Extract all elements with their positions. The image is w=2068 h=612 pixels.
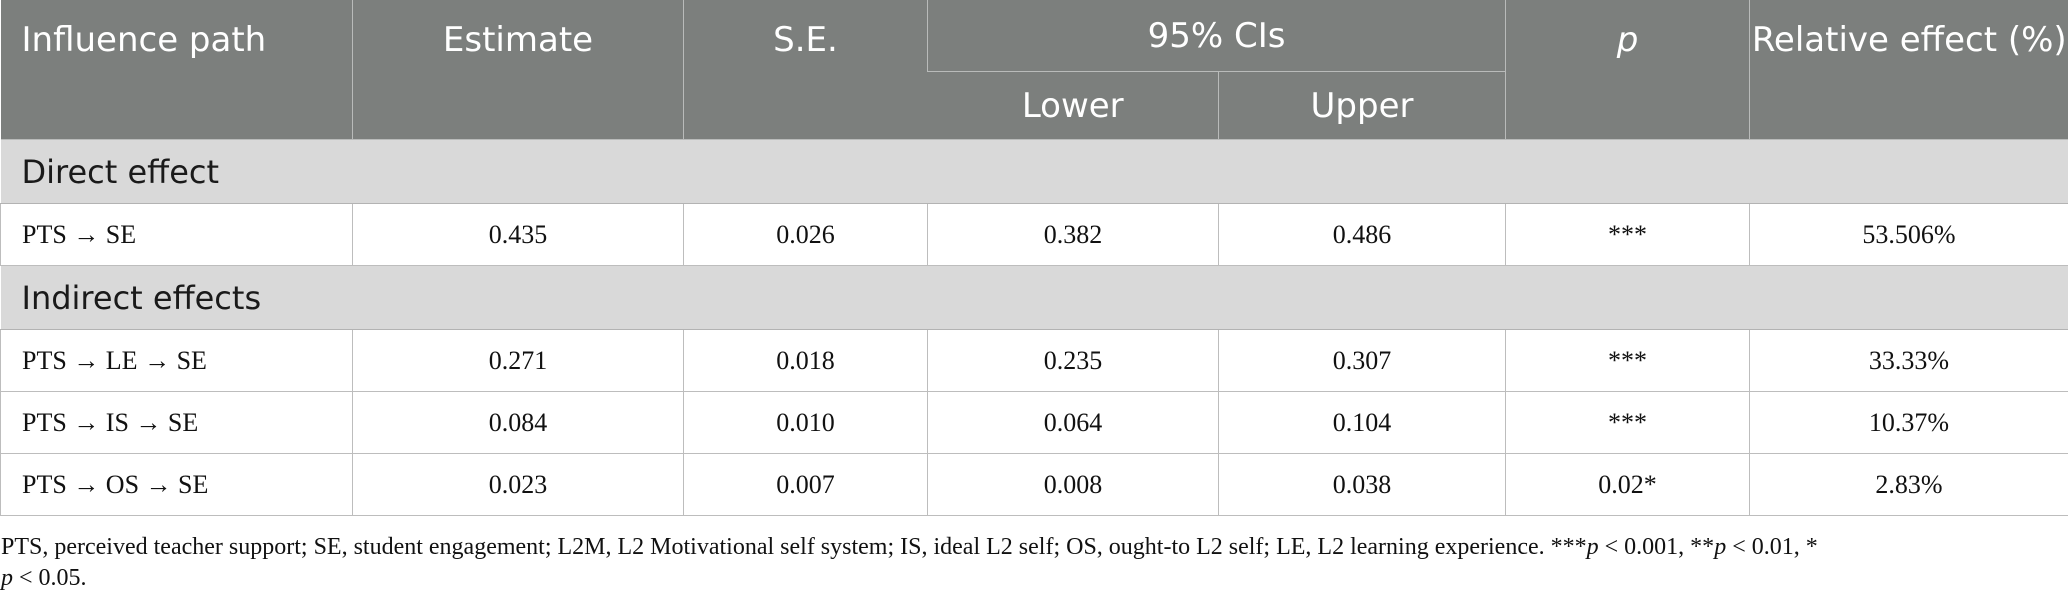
cell-lower: 0.235 — [927, 329, 1219, 392]
table-row: PTS → IS → SE 0.084 0.010 0.064 0.104 **… — [0, 391, 2068, 454]
cell-lower: 0.008 — [927, 453, 1219, 516]
header-relative-effect: Relative effect (%) — [1749, 0, 2068, 140]
header-ci-lower: Lower — [927, 71, 1219, 140]
header-p: p — [1505, 0, 1750, 140]
cell-estimate: 0.084 — [352, 391, 684, 454]
footnote-threshold: < 0.05. — [13, 565, 87, 591]
footnote-threshold: < 0.001, ** — [1598, 534, 1715, 560]
cell-upper: 0.038 — [1217, 453, 1506, 516]
table-footnote: PTS, perceived teacher support; SE, stud… — [1, 532, 2041, 594]
cell-se: 0.026 — [683, 203, 928, 266]
cell-relative: 2.83% — [1749, 453, 2068, 516]
footnote-p-symbol: p — [1586, 534, 1599, 560]
cell-se: 0.018 — [683, 329, 928, 392]
cell-p: *** — [1505, 203, 1750, 266]
table-body: Direct effect PTS → SE 0.435 0.026 0.382… — [0, 139, 2068, 516]
header-se: S.E. — [683, 0, 928, 140]
footnote-p-symbol: p — [1714, 534, 1727, 560]
header-ci-upper: Upper — [1217, 71, 1506, 140]
footnote-threshold: < 0.01, * — [1726, 534, 1818, 560]
cell-estimate: 0.435 — [352, 203, 684, 266]
cell-p: *** — [1505, 329, 1750, 392]
table-row: PTS → LE → SE 0.271 0.018 0.235 0.307 **… — [0, 329, 2068, 392]
footnote-p-symbol: p — [1, 565, 13, 591]
cell-path: PTS → LE → SE — [0, 329, 353, 392]
table-header: Influence path Estimate S.E. 95% CIs p R… — [0, 0, 2068, 140]
cell-upper: 0.486 — [1217, 203, 1506, 266]
cell-path: PTS → SE — [0, 203, 353, 266]
cell-relative: 53.506% — [1749, 203, 2068, 266]
cell-relative: 33.33% — [1749, 329, 2068, 392]
cell-p: *** — [1505, 391, 1750, 454]
cell-se: 0.007 — [683, 453, 928, 516]
cell-p: 0.02* — [1505, 453, 1750, 516]
table-row: PTS → OS → SE 0.023 0.007 0.008 0.038 0.… — [0, 453, 2068, 516]
cell-lower: 0.064 — [927, 391, 1219, 454]
cell-path: PTS → IS → SE — [0, 391, 353, 454]
cell-relative: 10.37% — [1749, 391, 2068, 454]
header-95-ci: 95% CIs — [926, 0, 1506, 72]
results-table: Influence path Estimate S.E. 95% CIs p R… — [0, 0, 2068, 516]
cell-path: PTS → OS → SE — [0, 453, 353, 516]
cell-estimate: 0.271 — [352, 329, 684, 392]
table-row: PTS → SE 0.435 0.026 0.382 0.486 *** 53.… — [0, 203, 2068, 266]
section-row-direct: Direct effect — [0, 139, 2068, 204]
section-title: Direct effect — [0, 139, 2068, 204]
cell-lower: 0.382 — [927, 203, 1219, 266]
footnote-text: PTS, perceived teacher support; SE, stud… — [1, 534, 1587, 560]
section-row-indirect: Indirect effects — [0, 265, 2068, 330]
cell-upper: 0.104 — [1217, 391, 1506, 454]
cell-upper: 0.307 — [1217, 329, 1506, 392]
header-estimate: Estimate — [352, 0, 684, 140]
cell-estimate: 0.023 — [352, 453, 684, 516]
cell-se: 0.010 — [683, 391, 928, 454]
header-influence-path: Influence path — [0, 0, 353, 140]
section-title: Indirect effects — [0, 265, 2068, 330]
